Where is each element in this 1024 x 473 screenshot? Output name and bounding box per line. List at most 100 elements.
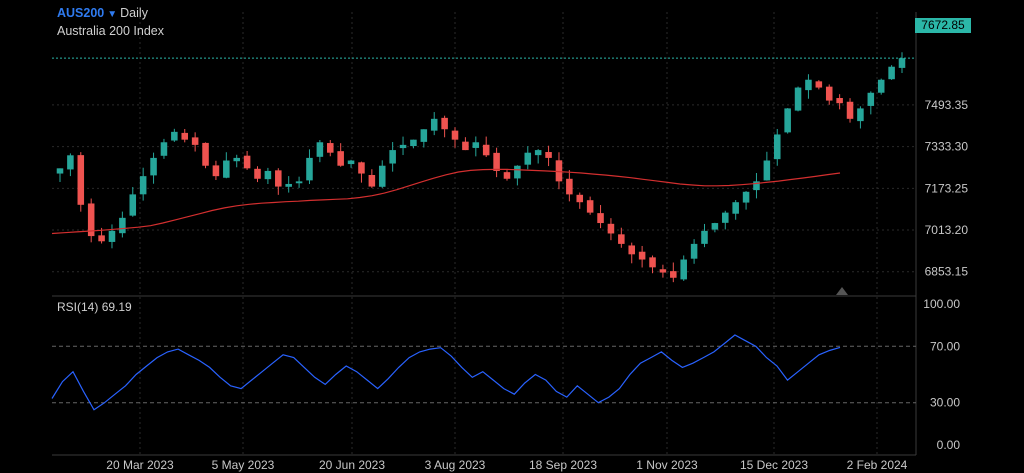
- instrument-name: Australia 200 Index: [57, 24, 165, 38]
- candle-body: [659, 269, 667, 273]
- candle-body: [399, 144, 407, 149]
- candle-body: [773, 134, 781, 160]
- candle-body: [87, 203, 95, 237]
- candle-body: [77, 155, 85, 205]
- candle-body: [493, 152, 500, 171]
- candle-body: [670, 271, 677, 278]
- candle-body: [171, 131, 178, 141]
- candle-body: [212, 165, 220, 177]
- candle-body: [295, 181, 303, 184]
- candle-body: [857, 108, 864, 122]
- candle-body: [867, 92, 875, 106]
- candle-body: [160, 142, 168, 156]
- candle-body: [275, 170, 282, 187]
- time-tick-label: 2 Feb 2024: [847, 458, 908, 472]
- candle-body: [233, 157, 240, 162]
- candle-body: [566, 178, 573, 195]
- candle-body: [358, 162, 365, 174]
- moving-average-line: [51, 168, 841, 235]
- price-tick-label: 7333.30: [925, 140, 969, 154]
- candle-body: [514, 165, 521, 179]
- rsi-tick-label: 70.00: [930, 339, 960, 353]
- rsi-line: [51, 334, 841, 411]
- candle-body: [285, 183, 292, 187]
- candle-body: [753, 181, 760, 191]
- candle-body: [410, 139, 417, 147]
- candle-body: [378, 165, 386, 187]
- time-tick-label: 5 May 2023: [212, 458, 275, 472]
- rsi-name: RSI(14): [57, 300, 99, 314]
- chart-header: AUS200 ▼ Daily Australia 200 Index: [57, 5, 164, 39]
- candle-body: [254, 168, 261, 179]
- candle-body: [306, 157, 313, 181]
- timeframe-label[interactable]: Daily: [120, 6, 148, 20]
- time-tick-label: 15 Dec 2023: [740, 458, 808, 472]
- last-price-badge: 7672.85: [915, 18, 971, 33]
- candle-body: [763, 160, 771, 181]
- candle-body: [576, 194, 584, 203]
- time-tick-label: 18 Sep 2023: [529, 458, 597, 472]
- candle-body: [701, 230, 708, 244]
- candle-body: [825, 86, 833, 101]
- candle-body: [451, 130, 459, 140]
- time-tick-label: 20 Jun 2023: [319, 458, 385, 472]
- candle-body: [586, 200, 594, 213]
- candle-body: [243, 155, 251, 169]
- rsi-value: 69.19: [101, 300, 132, 314]
- candle-body: [638, 251, 646, 260]
- candle-body: [129, 194, 137, 216]
- candle-body: [150, 157, 157, 176]
- candle-body: [722, 212, 729, 223]
- time-tick-label: 1 Nov 2023: [636, 458, 698, 472]
- candle-body: [337, 151, 344, 166]
- candle-body: [264, 170, 272, 180]
- candle-body: [649, 257, 656, 268]
- price-tick-label: 7493.35: [925, 98, 969, 112]
- candle-body: [628, 245, 635, 255]
- candle-body: [794, 87, 802, 111]
- candle-body: [534, 150, 542, 156]
- candle-body: [67, 155, 74, 170]
- candle-body: [181, 132, 189, 140]
- candle-body: [888, 66, 895, 80]
- price-tick-label: 7173.25: [925, 181, 969, 195]
- candle-body: [119, 217, 126, 234]
- price-tick-label: 7013.20: [925, 223, 969, 237]
- candle-body: [327, 143, 334, 153]
- candle-body: [139, 176, 147, 195]
- candle-body: [202, 142, 209, 166]
- candle-body: [441, 117, 448, 130]
- candle-body: [430, 118, 438, 131]
- price-tick-label: 6853.15: [925, 265, 969, 279]
- candle-body: [711, 223, 719, 230]
- candle-body: [680, 259, 687, 280]
- candle-body: [98, 235, 105, 242]
- candle-body: [732, 202, 739, 214]
- candle-body: [472, 142, 480, 148]
- rsi-tick-label: 100.00: [923, 297, 960, 311]
- candle-body: [607, 223, 615, 234]
- candle-body: [389, 150, 396, 164]
- candle-body: [898, 58, 906, 68]
- triangle-down-icon[interactable]: ▼: [107, 9, 118, 20]
- candle-body: [545, 152, 552, 158]
- rsi-tick-label: 30.00: [930, 396, 960, 410]
- candle-body: [503, 172, 511, 179]
- candle-body: [690, 243, 698, 259]
- symbol-label[interactable]: AUS200: [57, 6, 105, 20]
- rsi-label: RSI(14) 69.19: [57, 300, 132, 314]
- candle-body: [223, 160, 230, 178]
- candle-body: [524, 152, 532, 165]
- candle-body: [877, 79, 885, 93]
- candle-body: [316, 142, 324, 157]
- candle-body: [836, 98, 843, 104]
- candle-body: [482, 144, 490, 156]
- candle-body: [56, 168, 64, 174]
- session-marker-icon: [836, 287, 848, 295]
- candle-body: [846, 101, 854, 119]
- rsi-tick-label: 0.00: [937, 438, 961, 452]
- time-tick-label: 20 Mar 2023: [106, 458, 174, 472]
- candle-body: [784, 108, 791, 133]
